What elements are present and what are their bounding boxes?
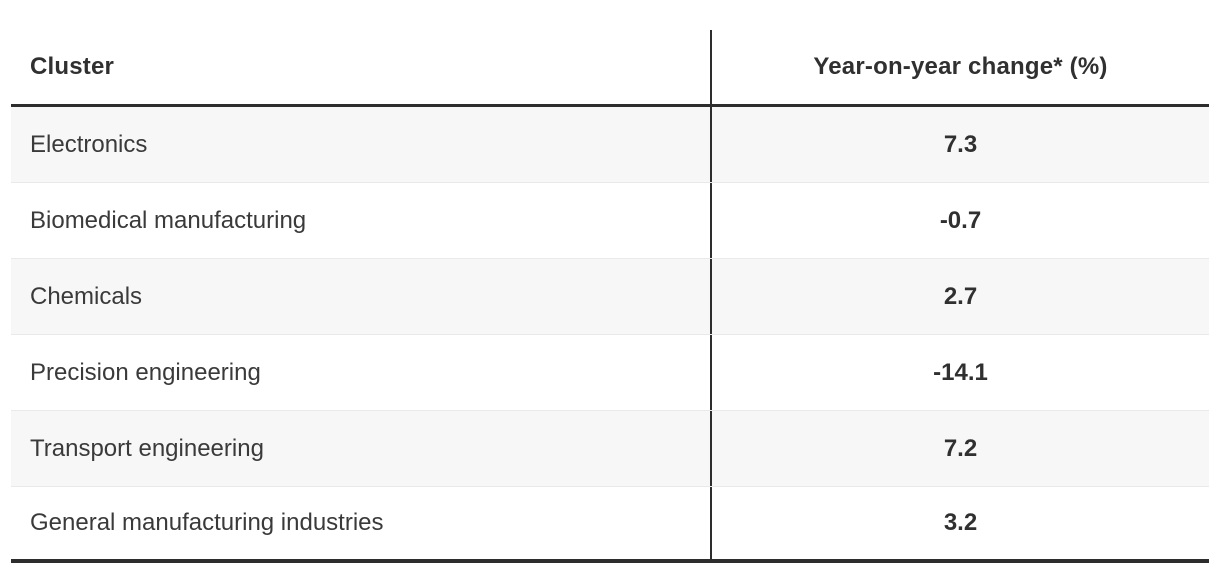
column-header-cluster: Cluster — [30, 53, 115, 80]
clusters-table: Cluster Year-on-year change* (%) Electro… — [11, 30, 1209, 563]
cluster-cell: Electronics — [30, 130, 148, 158]
table-row: Precision engineering -14.1 — [11, 335, 1209, 411]
value-cell: 2.7 — [710, 259, 1209, 334]
value-cell: 3.2 — [710, 487, 1209, 559]
table-row: Transport engineering 7.2 — [11, 411, 1209, 487]
cluster-cell: Precision engineering — [30, 358, 261, 386]
value-cell: 7.3 — [710, 107, 1209, 182]
value-cell: -14.1 — [710, 335, 1209, 410]
table-row: Electronics 7.3 — [11, 107, 1209, 183]
table-row: General manufacturing industries 3.2 — [11, 487, 1209, 559]
cluster-cell: Transport engineering — [30, 434, 264, 462]
table-row: Biomedical manufacturing -0.7 — [11, 183, 1209, 259]
cluster-cell: Chemicals — [30, 282, 143, 310]
table-body: Electronics 7.3 Biomedical manufacturing… — [11, 107, 1209, 563]
table-header-row: Cluster Year-on-year change* (%) — [11, 30, 1209, 107]
cluster-cell: Biomedical manufacturing — [30, 206, 307, 234]
column-header-yoy-change: Year-on-year change* (%) — [710, 30, 1209, 104]
value-cell: -0.7 — [710, 183, 1209, 258]
cluster-cell: General manufacturing industries — [30, 509, 384, 536]
value-cell: 7.2 — [710, 411, 1209, 486]
table-row: Chemicals 2.7 — [11, 259, 1209, 335]
